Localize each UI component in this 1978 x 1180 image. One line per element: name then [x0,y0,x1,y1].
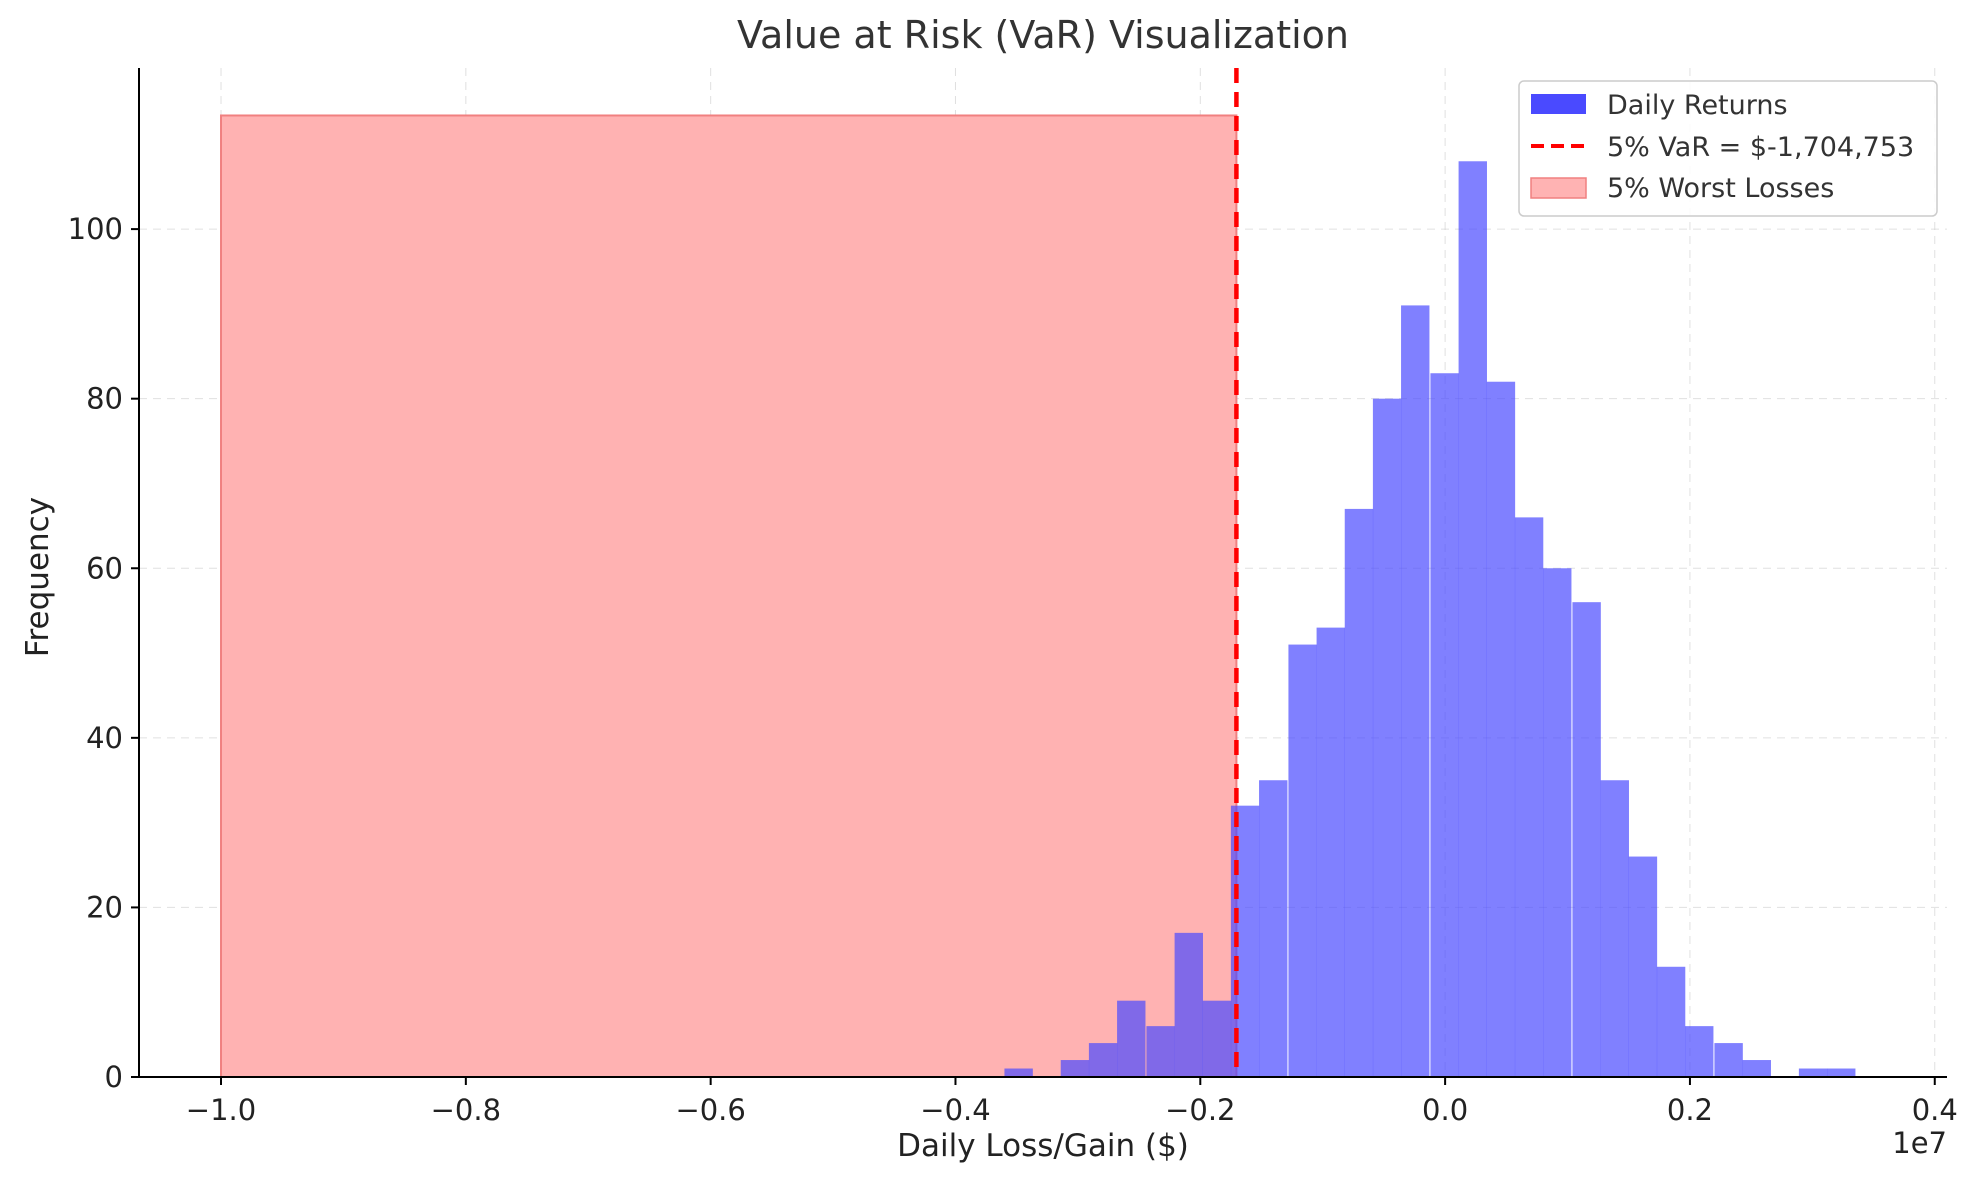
histogram-bar [1486,381,1516,1078]
y-tick-label: 40 [86,721,123,755]
histogram-bar [1004,1068,1033,1077]
legend-swatch-worst-losses [1530,177,1587,199]
histogram-bar [1316,627,1345,1077]
histogram-bar [1372,398,1402,1077]
histogram-bar [1656,966,1686,1077]
legend-frame [1518,80,1938,217]
worst-losses-region-layer [220,114,1238,1078]
histogram-bar [1288,644,1317,1077]
histogram-bar [1458,161,1487,1077]
x-axis-ticks: −1.0 −0.8 −0.6 −0.4 −0.2 0.0 0.2 0.4 [186,1077,1958,1127]
histogram-bar [1543,568,1572,1077]
histogram-bar [1430,373,1459,1078]
histogram-bar [1401,305,1430,1078]
histogram-bar [1117,1000,1146,1077]
histogram-bar [1685,1026,1714,1077]
x-axis-offset-label: 1e7 [1892,1126,1947,1160]
y-tick-label: 80 [86,382,123,416]
histogram-bar [1798,1068,1828,1077]
legend: Daily Returns 5% VaR = $-1,704,753 5% Wo… [1518,80,1938,217]
histogram-bar [1600,780,1629,1077]
x-tick-label: −1.0 [186,1093,256,1127]
x-tick-label: −0.8 [431,1093,501,1127]
histogram-bar [1259,780,1288,1077]
legend-label-var: 5% VaR = $-1,704,753 [1607,132,1914,163]
legend-label-worst-losses: 5% Worst Losses [1607,173,1834,204]
x-tick-label: 0.2 [1667,1093,1713,1127]
histogram-bar [1742,1060,1771,1077]
chart-title: Value at Risk (VaR) Visualization [737,13,1349,57]
y-axis-label: Frequency [20,497,56,657]
x-tick-label: 0.4 [1912,1093,1958,1127]
x-tick-label: −0.2 [1165,1093,1235,1127]
y-tick-label: 20 [86,890,123,924]
histogram-bars [1004,161,1856,1078]
y-axis-ticks: 0 20 40 60 80 100 [68,212,139,1094]
y-tick-label: 100 [68,212,123,246]
histogram-bar [1174,932,1203,1077]
histogram-bar [1344,508,1374,1077]
histogram-bar [1088,1043,1118,1077]
histogram-bar [1628,856,1658,1077]
legend-swatch-daily-returns [1531,94,1586,114]
histogram-bar [1514,517,1544,1077]
worst-losses-region [220,114,1238,1078]
histogram-bar [1060,1060,1090,1077]
histogram-bar [1572,602,1601,1077]
x-axis-label: Daily Loss/Gain ($) [897,1128,1189,1164]
x-tick-label: 0.0 [1422,1093,1468,1127]
histogram-bar [1714,1043,1743,1077]
legend-label-daily-returns: Daily Returns [1607,90,1788,121]
x-tick-label: −0.6 [675,1093,745,1127]
histogram-bar [1146,1026,1175,1077]
y-tick-label: 0 [105,1060,123,1094]
histogram-bar [1827,1068,1856,1077]
x-tick-label: −0.4 [920,1093,990,1127]
histogram-bar [1202,1000,1232,1077]
y-tick-label: 60 [86,551,123,585]
